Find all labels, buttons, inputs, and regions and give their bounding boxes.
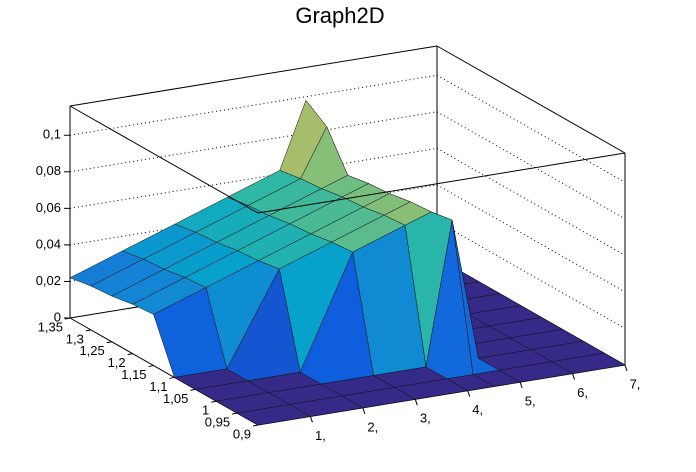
box-edge: [257, 152, 626, 214]
grid-line: [436, 111, 626, 220]
tick-mark: [624, 364, 628, 372]
z-tick-label: 0,04: [36, 236, 61, 251]
x-tick-label: 2,: [367, 419, 378, 434]
z-tick-label: 0,06: [36, 200, 61, 215]
z-tick-label: 0,02: [36, 273, 61, 288]
x-tick-label: 1,: [315, 428, 326, 443]
tick-mark: [148, 365, 154, 368]
tick-mark: [309, 416, 313, 423]
y-tick-label: 1,35: [38, 319, 63, 334]
tick-mark: [190, 388, 196, 391]
box-edge: [436, 45, 626, 154]
y-tick-label: 1,1: [149, 379, 167, 394]
grid-line: [436, 147, 626, 256]
x-tick-label: 7,: [630, 376, 641, 391]
tick-mark: [64, 317, 71, 320]
tick-mark: [211, 400, 217, 403]
box-edge: [69, 45, 438, 107]
y-tick-label: 1,25: [79, 343, 104, 358]
z-tick-label: 0,1: [43, 127, 61, 142]
x-tick-label: 3,: [420, 411, 431, 426]
y-tick-label: 1: [202, 403, 209, 418]
x-tick-label: 5,: [525, 394, 536, 409]
grid-line: [69, 74, 438, 136]
tick-mark: [519, 381, 523, 389]
y-tick-label: 1,15: [121, 367, 146, 382]
box-edge: [69, 105, 259, 214]
tick-mark: [414, 399, 418, 406]
y-tick-label: 1,3: [66, 331, 84, 346]
grid-line: [436, 74, 626, 183]
y-tick-label: 1,2: [108, 355, 126, 370]
y-tick-label: 1,05: [163, 391, 188, 406]
grid-line: [436, 184, 626, 293]
tick-mark: [169, 376, 175, 379]
tick-mark: [362, 407, 366, 415]
z-tick-label: 0,08: [36, 163, 61, 178]
z-tick-label: 0: [54, 309, 61, 324]
y-tick-label: 0,95: [205, 415, 230, 430]
surface-cell: [236, 404, 312, 426]
tick-mark: [572, 373, 576, 380]
x-tick-label: 4,: [472, 402, 483, 417]
tick-mark: [467, 390, 471, 397]
x-tick-label: 6,: [577, 385, 588, 400]
chart-title: Graph2D: [295, 3, 384, 28]
tick-mark: [85, 329, 91, 332]
y-tick-label: 0,9: [233, 426, 251, 441]
tick-mark: [127, 353, 133, 356]
tick-mark: [252, 424, 259, 427]
tick-mark: [232, 412, 238, 415]
grid-line: [436, 221, 626, 329]
grid-line: [69, 111, 438, 173]
tick-mark: [106, 341, 112, 344]
